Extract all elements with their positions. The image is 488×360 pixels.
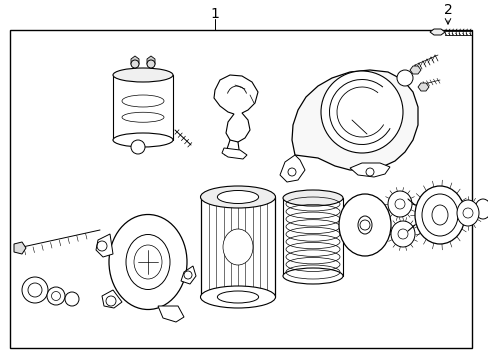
Ellipse shape xyxy=(223,229,252,265)
Ellipse shape xyxy=(320,71,402,153)
Ellipse shape xyxy=(283,190,342,206)
Circle shape xyxy=(359,220,369,230)
Ellipse shape xyxy=(200,286,275,308)
Circle shape xyxy=(22,277,48,303)
Circle shape xyxy=(136,250,160,274)
Ellipse shape xyxy=(134,245,162,279)
Ellipse shape xyxy=(217,190,258,203)
Ellipse shape xyxy=(122,95,163,107)
Polygon shape xyxy=(291,70,417,170)
Circle shape xyxy=(131,60,139,68)
Polygon shape xyxy=(96,234,113,257)
Circle shape xyxy=(397,229,407,239)
Circle shape xyxy=(147,60,155,68)
Ellipse shape xyxy=(113,68,173,82)
Ellipse shape xyxy=(200,186,275,208)
Circle shape xyxy=(365,168,373,176)
Polygon shape xyxy=(349,163,389,177)
Ellipse shape xyxy=(109,215,186,310)
Ellipse shape xyxy=(474,199,488,219)
Polygon shape xyxy=(158,306,183,322)
Ellipse shape xyxy=(356,220,368,236)
Ellipse shape xyxy=(283,268,342,284)
Circle shape xyxy=(396,70,412,86)
Circle shape xyxy=(394,199,404,209)
Text: 2: 2 xyxy=(443,3,451,17)
Circle shape xyxy=(65,292,79,306)
Ellipse shape xyxy=(338,194,390,256)
Polygon shape xyxy=(14,242,26,254)
Ellipse shape xyxy=(414,186,464,244)
Ellipse shape xyxy=(122,112,163,122)
Ellipse shape xyxy=(421,194,457,236)
Bar xyxy=(10,30,471,348)
Circle shape xyxy=(47,287,65,305)
Polygon shape xyxy=(409,66,420,74)
Polygon shape xyxy=(102,290,122,308)
Ellipse shape xyxy=(126,234,170,289)
Text: 1: 1 xyxy=(210,7,219,21)
Polygon shape xyxy=(280,155,305,182)
Circle shape xyxy=(287,168,295,176)
Polygon shape xyxy=(214,75,258,142)
Ellipse shape xyxy=(113,133,173,147)
Ellipse shape xyxy=(456,200,478,226)
Circle shape xyxy=(462,208,472,218)
Ellipse shape xyxy=(387,191,411,217)
Polygon shape xyxy=(147,56,155,67)
Polygon shape xyxy=(181,266,196,284)
Polygon shape xyxy=(417,83,428,91)
Circle shape xyxy=(131,140,145,154)
Ellipse shape xyxy=(390,221,414,247)
Ellipse shape xyxy=(431,205,447,225)
Polygon shape xyxy=(222,148,246,159)
Ellipse shape xyxy=(357,216,371,234)
Polygon shape xyxy=(429,29,444,35)
Polygon shape xyxy=(131,56,139,67)
Ellipse shape xyxy=(217,291,258,303)
